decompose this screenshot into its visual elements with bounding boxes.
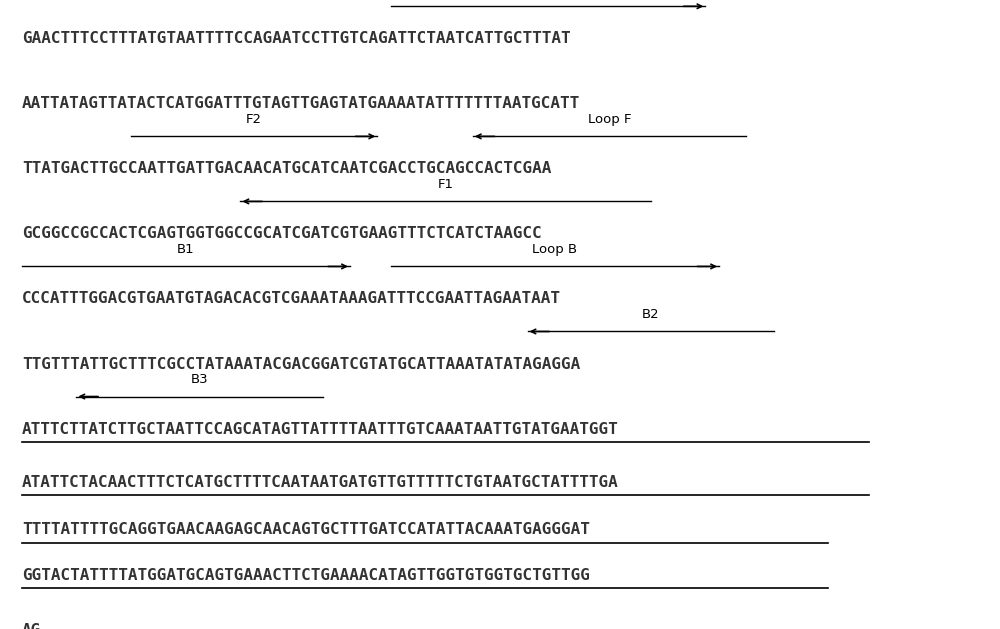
Text: GGTACTATTTTATGGATGCAGTGAAACTTCTGAAAACATAGTTGGTGTGGTGCTGTTGG: GGTACTATTTTATGGATGCAGTGAAACTTCTGAAAACATA… xyxy=(22,567,590,582)
Text: Loop F: Loop F xyxy=(588,113,631,126)
Text: F1: F1 xyxy=(438,178,454,191)
Text: CCCATTTGGACGTGAATGTAGACACGTCGAAATAAAGATTTCCGAATTAGAATAAT: CCCATTTGGACGTGAATGTAGACACGTCGAAATAAAGATT… xyxy=(22,291,561,306)
Text: GCGGCCGCCACTCGAGTGGTGGCCGCATCGATCGTGAAGTTTCTCATCTAAGCC: GCGGCCGCCACTCGAGTGGTGGCCGCATCGATCGTGAAGT… xyxy=(22,226,542,242)
Text: ATATTCTACAACTTTCTCATGCTTTTCAATAATGATGTTGTTTTTCTGTAATGCTATTTTGA: ATATTCTACAACTTTCTCATGCTTTTCAATAATGATGTTG… xyxy=(22,475,619,490)
Text: GAACTTTCCTTTATGTAATTTTCCAGAATCCTTGTCAGATTCTAATCATTGCTTTAT: GAACTTTCCTTTATGTAATTTTCCAGAATCCTTGTCAGAT… xyxy=(22,31,570,47)
Text: TTGTTTATTGCTTTCGCCTATAAATACGACGGATCGTATGCATTAAATATATAGAGGA: TTGTTTATTGCTTTCGCCTATAAATACGACGGATCGTATG… xyxy=(22,357,580,372)
Text: AATTATAGTTATACTCATGGATTTGTAGTTGAGTATGAAAATATTTTTTTAATGCATT: AATTATAGTTATACTCATGGATTTGTAGTTGAGTATGAAA… xyxy=(22,96,580,111)
Text: B2: B2 xyxy=(642,308,659,321)
Text: AG: AG xyxy=(22,623,41,629)
Text: ATTTCTTATCTTGCTAATTCCAGCATAGTTATTTTAATTTGTCAAATAATTGTATGAATGGT: ATTTCTTATCTTGCTAATTCCAGCATAGTTATTTTAATTT… xyxy=(22,421,619,437)
Text: TTATGACTTGCCAATTGATTGACAACATGCATCAATCGACCTGCAGCCACTCGAA: TTATGACTTGCCAATTGATTGACAACATGCATCAATCGAC… xyxy=(22,162,551,176)
Text: TTTTATTTTGCAGGTGAACAAGAGCAACAGTGCTTTGATCCATATTACAAATGAGGGAT: TTTTATTTTGCAGGTGAACAAGAGCAACAGTGCTTTGATC… xyxy=(22,522,590,537)
Text: F2: F2 xyxy=(246,113,262,126)
Text: Loop B: Loop B xyxy=(532,243,577,256)
Text: B3: B3 xyxy=(191,373,208,386)
Text: B1: B1 xyxy=(177,243,195,256)
